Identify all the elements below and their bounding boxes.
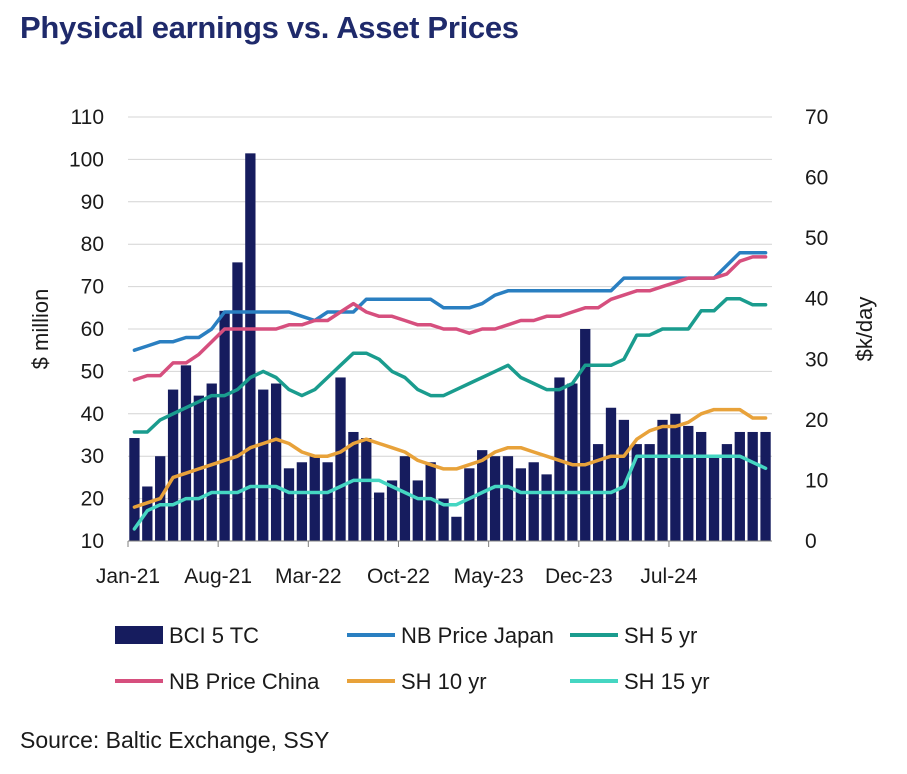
bar: [502, 456, 514, 541]
bar: [348, 431, 359, 541]
bar: [605, 407, 617, 541]
y-right-tick-label: 30: [805, 348, 828, 371]
bar: [489, 456, 501, 541]
legend-label: SH 5 yr: [624, 623, 697, 648]
legend-swatch: [115, 626, 163, 644]
x-tick-label: May-23: [454, 565, 524, 588]
y-left-tick-label: 10: [81, 530, 104, 553]
legend-label: NB Price China: [169, 669, 320, 694]
bar: [258, 389, 269, 541]
y-right-tick-label: 50: [805, 227, 828, 250]
y-left-tick-label: 60: [81, 318, 104, 341]
x-tick-label: Mar-22: [275, 565, 342, 588]
chart-title: Physical earnings vs. Asset Prices: [20, 10, 519, 45]
bar: [708, 456, 720, 541]
bar: [309, 456, 320, 541]
bar: [683, 425, 694, 541]
bar: [464, 468, 475, 541]
y-right-tick-label: 0: [805, 530, 817, 553]
series-line: [132, 296, 768, 434]
axes: 10 20 30 40 50 60 70 80 90 100 110 0 10 20 30 40 50 60 70 J…: [28, 106, 877, 588]
line-series: [132, 250, 768, 531]
bar: [386, 480, 398, 541]
y-right-tick-label: 20: [805, 409, 828, 432]
y-left-tick-label: 30: [81, 445, 104, 468]
bar: [206, 383, 217, 541]
x-tick-label: Oct-22: [367, 565, 430, 588]
legend-label: SH 15 yr: [624, 669, 710, 694]
y-left-tick-label: 90: [81, 191, 104, 214]
bar: [696, 431, 707, 541]
y-left-tick-label: 70: [81, 276, 104, 299]
bar: [412, 480, 423, 541]
bar: [670, 413, 681, 541]
bar: [245, 153, 256, 542]
series-line: [132, 454, 768, 531]
x-tick-label: Dec-23: [545, 565, 613, 588]
x-tick-label: Jan-21: [96, 565, 160, 588]
legend-label: SH 10 yr: [401, 669, 487, 694]
y-left-tick-label: 40: [81, 403, 104, 426]
bar: [335, 377, 346, 541]
y-left-axis-label: $ million: [28, 289, 53, 370]
legend: BCI 5 TC NB Price Japan SH 5 yr NB Price Ch…: [115, 623, 710, 694]
bar: [618, 419, 630, 541]
bar: [283, 468, 295, 541]
series-line: [132, 250, 768, 352]
bar: [580, 329, 591, 541]
bar: [644, 444, 655, 541]
x-tick-label: Jul-24: [640, 565, 698, 588]
bar: [528, 462, 539, 541]
y-left-tick-label: 100: [69, 148, 104, 171]
bar: [129, 438, 140, 541]
y-right-tick-label: 70: [805, 106, 828, 129]
bar: [567, 383, 578, 541]
y-left-tick-label: 50: [81, 360, 104, 383]
y-right-tick-label: 60: [805, 167, 828, 190]
x-tick-label: Aug-21: [184, 565, 252, 588]
bar: [515, 468, 526, 541]
bar: [477, 450, 488, 541]
bar: [541, 474, 552, 541]
bar: [734, 431, 745, 541]
bar: [167, 389, 179, 541]
bar: [322, 462, 333, 541]
series-line: [132, 255, 768, 382]
y-right-tick-label: 10: [805, 469, 828, 492]
bar: [232, 262, 243, 541]
bar: [361, 438, 372, 541]
bar: [270, 383, 282, 541]
bar: [425, 462, 436, 541]
legend-label: BCI 5 TC: [169, 623, 259, 648]
bar: [438, 498, 449, 541]
bar: [142, 486, 153, 541]
bar: [760, 431, 771, 541]
bar: [296, 462, 308, 541]
y-left-tick-label: 80: [81, 233, 104, 256]
y-right-axis-label: $k/day: [852, 297, 877, 362]
y-right-tick-label: 40: [805, 288, 828, 311]
bar: [451, 516, 462, 541]
series-line: [132, 407, 768, 509]
bar: [399, 456, 411, 541]
bar: [180, 365, 192, 541]
legend-label: NB Price Japan: [401, 623, 554, 648]
y-left-tick-label: 20: [81, 488, 104, 511]
bar: [747, 431, 758, 541]
bar: [219, 310, 230, 541]
bar: [721, 444, 733, 541]
bar: [631, 444, 642, 541]
source-note: Source: Baltic Exchange, SSY: [20, 727, 330, 753]
bar: [374, 492, 385, 541]
bar-series: [129, 153, 771, 542]
y-left-tick-label: 110: [71, 106, 104, 129]
bar: [657, 419, 668, 541]
